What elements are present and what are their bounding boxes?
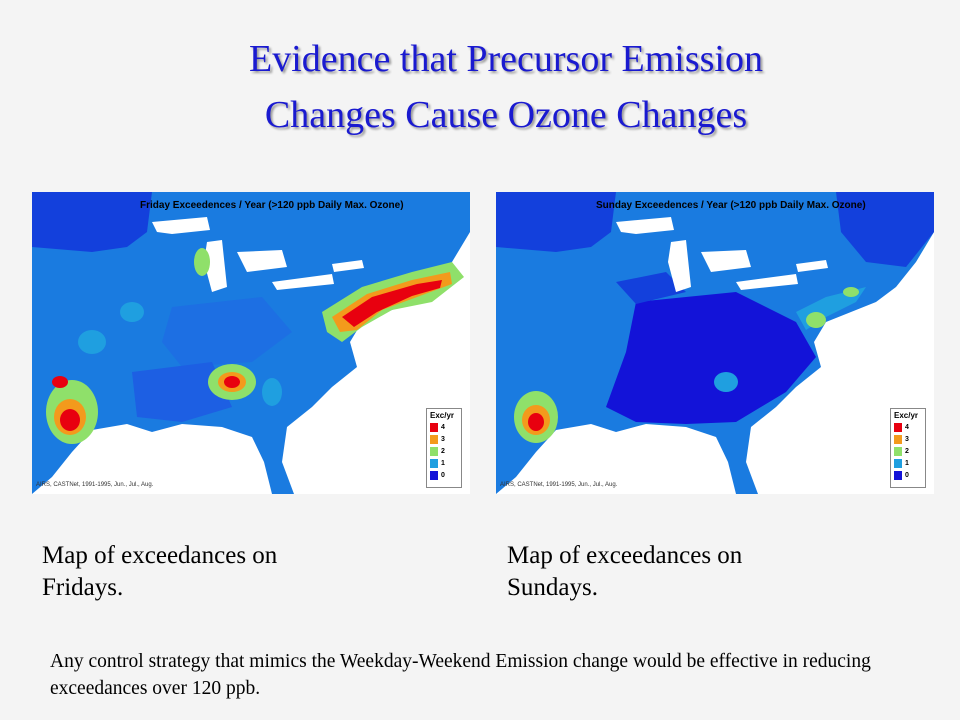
legend-level-3: 3 bbox=[441, 436, 445, 443]
sunday-caption: Map of exceedances on Sundays. bbox=[507, 540, 847, 604]
legend-swatch-2 bbox=[430, 447, 438, 456]
legend-level-2: 2 bbox=[441, 448, 445, 455]
friday-exceedance-map: Friday Exceedences / Year (>120 ppb Dail… bbox=[32, 192, 470, 494]
friday-caption: Map of exceedances on Fridays. bbox=[42, 540, 382, 604]
legend-swatch-2 bbox=[894, 447, 902, 456]
friday-caption-line1: Map of exceedances on bbox=[42, 542, 278, 569]
legend-level-2: 2 bbox=[905, 448, 909, 455]
sunday-map-title: Sunday Exceedences / Year (>120 ppb Dail… bbox=[596, 200, 866, 211]
great-lakes bbox=[152, 217, 364, 292]
great-lakes bbox=[616, 217, 828, 292]
legend-title: Exc/yr bbox=[430, 411, 455, 420]
legend-swatch-1 bbox=[430, 459, 438, 468]
conclusion-note: Any control strategy that mimics the Wee… bbox=[50, 651, 871, 699]
sunday-exceedance-map: Sunday Exceedences / Year (>120 ppb Dail… bbox=[496, 192, 934, 494]
sunday-legend: Exc/yr 4 3 2 1 0 bbox=[890, 408, 926, 488]
sunday-map-graphic bbox=[496, 192, 934, 494]
friday-legend: Exc/yr 4 3 2 1 0 bbox=[426, 408, 462, 488]
legend-swatch-1 bbox=[894, 459, 902, 468]
legend-level-0: 0 bbox=[441, 472, 445, 479]
legend-swatch-0 bbox=[430, 471, 438, 480]
friday-map-title: Friday Exceedences / Year (>120 ppb Dail… bbox=[140, 200, 404, 211]
legend-swatch-4 bbox=[894, 423, 902, 432]
legend-level-3: 3 bbox=[905, 436, 909, 443]
legend-title: Exc/yr bbox=[894, 411, 919, 420]
sunday-caption-line1: Map of exceedances on bbox=[507, 542, 743, 569]
sunday-caption-line2: Sundays. bbox=[507, 574, 598, 601]
friday-map-graphic bbox=[32, 192, 470, 494]
legend-swatch-3 bbox=[894, 435, 902, 444]
friday-data-source: AIRS, CASTNet, 1991-1995, Jun., Jul., Au… bbox=[36, 482, 154, 488]
legend-swatch-0 bbox=[894, 471, 902, 480]
legend-level-1: 1 bbox=[441, 460, 445, 467]
legend-swatch-4 bbox=[430, 423, 438, 432]
friday-caption-line2: Fridays. bbox=[42, 574, 124, 601]
legend-level-4: 4 bbox=[905, 424, 909, 431]
legend-level-0: 0 bbox=[905, 472, 909, 479]
slide-title-line2: Changes Cause Ozone Changes bbox=[264, 94, 748, 136]
legend-swatch-3 bbox=[430, 435, 438, 444]
slide-title-line1: Evidence that Precursor Emission bbox=[249, 38, 763, 80]
sunday-data-source: AIRS, CASTNet, 1991-1995, Jun., Jul., Au… bbox=[500, 482, 618, 488]
legend-level-1: 1 bbox=[905, 460, 909, 467]
legend-level-4: 4 bbox=[441, 424, 445, 431]
